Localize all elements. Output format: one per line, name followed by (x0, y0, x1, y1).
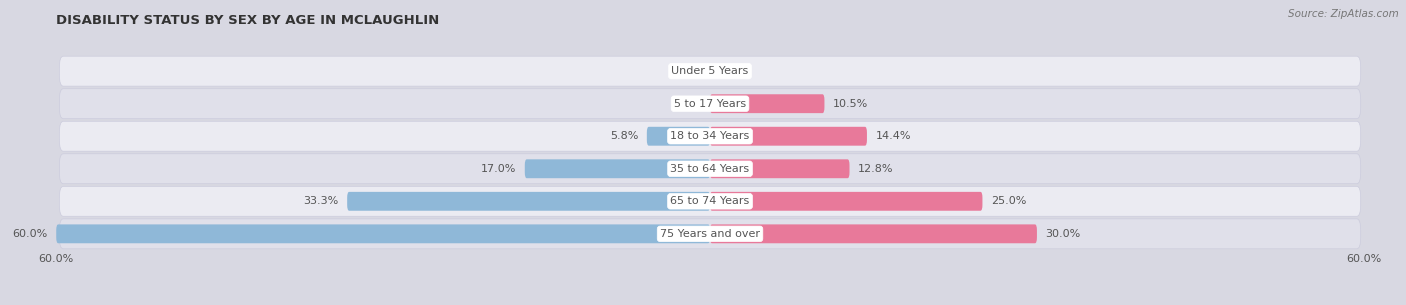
FancyBboxPatch shape (59, 89, 1361, 119)
Text: 0.0%: 0.0% (718, 66, 747, 76)
Text: DISABILITY STATUS BY SEX BY AGE IN MCLAUGHLIN: DISABILITY STATUS BY SEX BY AGE IN MCLAU… (56, 14, 440, 27)
FancyBboxPatch shape (59, 56, 1361, 86)
FancyBboxPatch shape (56, 224, 710, 243)
FancyBboxPatch shape (710, 192, 983, 211)
Text: 0.0%: 0.0% (673, 99, 702, 109)
FancyBboxPatch shape (59, 121, 1361, 151)
Text: 18 to 34 Years: 18 to 34 Years (671, 131, 749, 141)
FancyBboxPatch shape (710, 127, 868, 146)
Text: 25.0%: 25.0% (991, 196, 1026, 206)
FancyBboxPatch shape (347, 192, 710, 211)
Text: 5 to 17 Years: 5 to 17 Years (673, 99, 747, 109)
Text: 60.0%: 60.0% (13, 229, 48, 239)
FancyBboxPatch shape (710, 224, 1038, 243)
Text: 10.5%: 10.5% (834, 99, 869, 109)
Text: Under 5 Years: Under 5 Years (672, 66, 748, 76)
Text: 33.3%: 33.3% (304, 196, 339, 206)
FancyBboxPatch shape (524, 159, 710, 178)
Text: 14.4%: 14.4% (876, 131, 911, 141)
Text: 12.8%: 12.8% (858, 164, 894, 174)
Text: 17.0%: 17.0% (481, 164, 516, 174)
Text: 30.0%: 30.0% (1046, 229, 1081, 239)
Text: 0.0%: 0.0% (673, 66, 702, 76)
FancyBboxPatch shape (710, 94, 824, 113)
Text: 65 to 74 Years: 65 to 74 Years (671, 196, 749, 206)
FancyBboxPatch shape (647, 127, 710, 146)
FancyBboxPatch shape (59, 154, 1361, 184)
FancyBboxPatch shape (710, 159, 849, 178)
FancyBboxPatch shape (59, 186, 1361, 216)
Text: 35 to 64 Years: 35 to 64 Years (671, 164, 749, 174)
Text: 5.8%: 5.8% (610, 131, 638, 141)
Text: 75 Years and over: 75 Years and over (659, 229, 761, 239)
FancyBboxPatch shape (59, 219, 1361, 249)
Text: Source: ZipAtlas.com: Source: ZipAtlas.com (1288, 9, 1399, 19)
